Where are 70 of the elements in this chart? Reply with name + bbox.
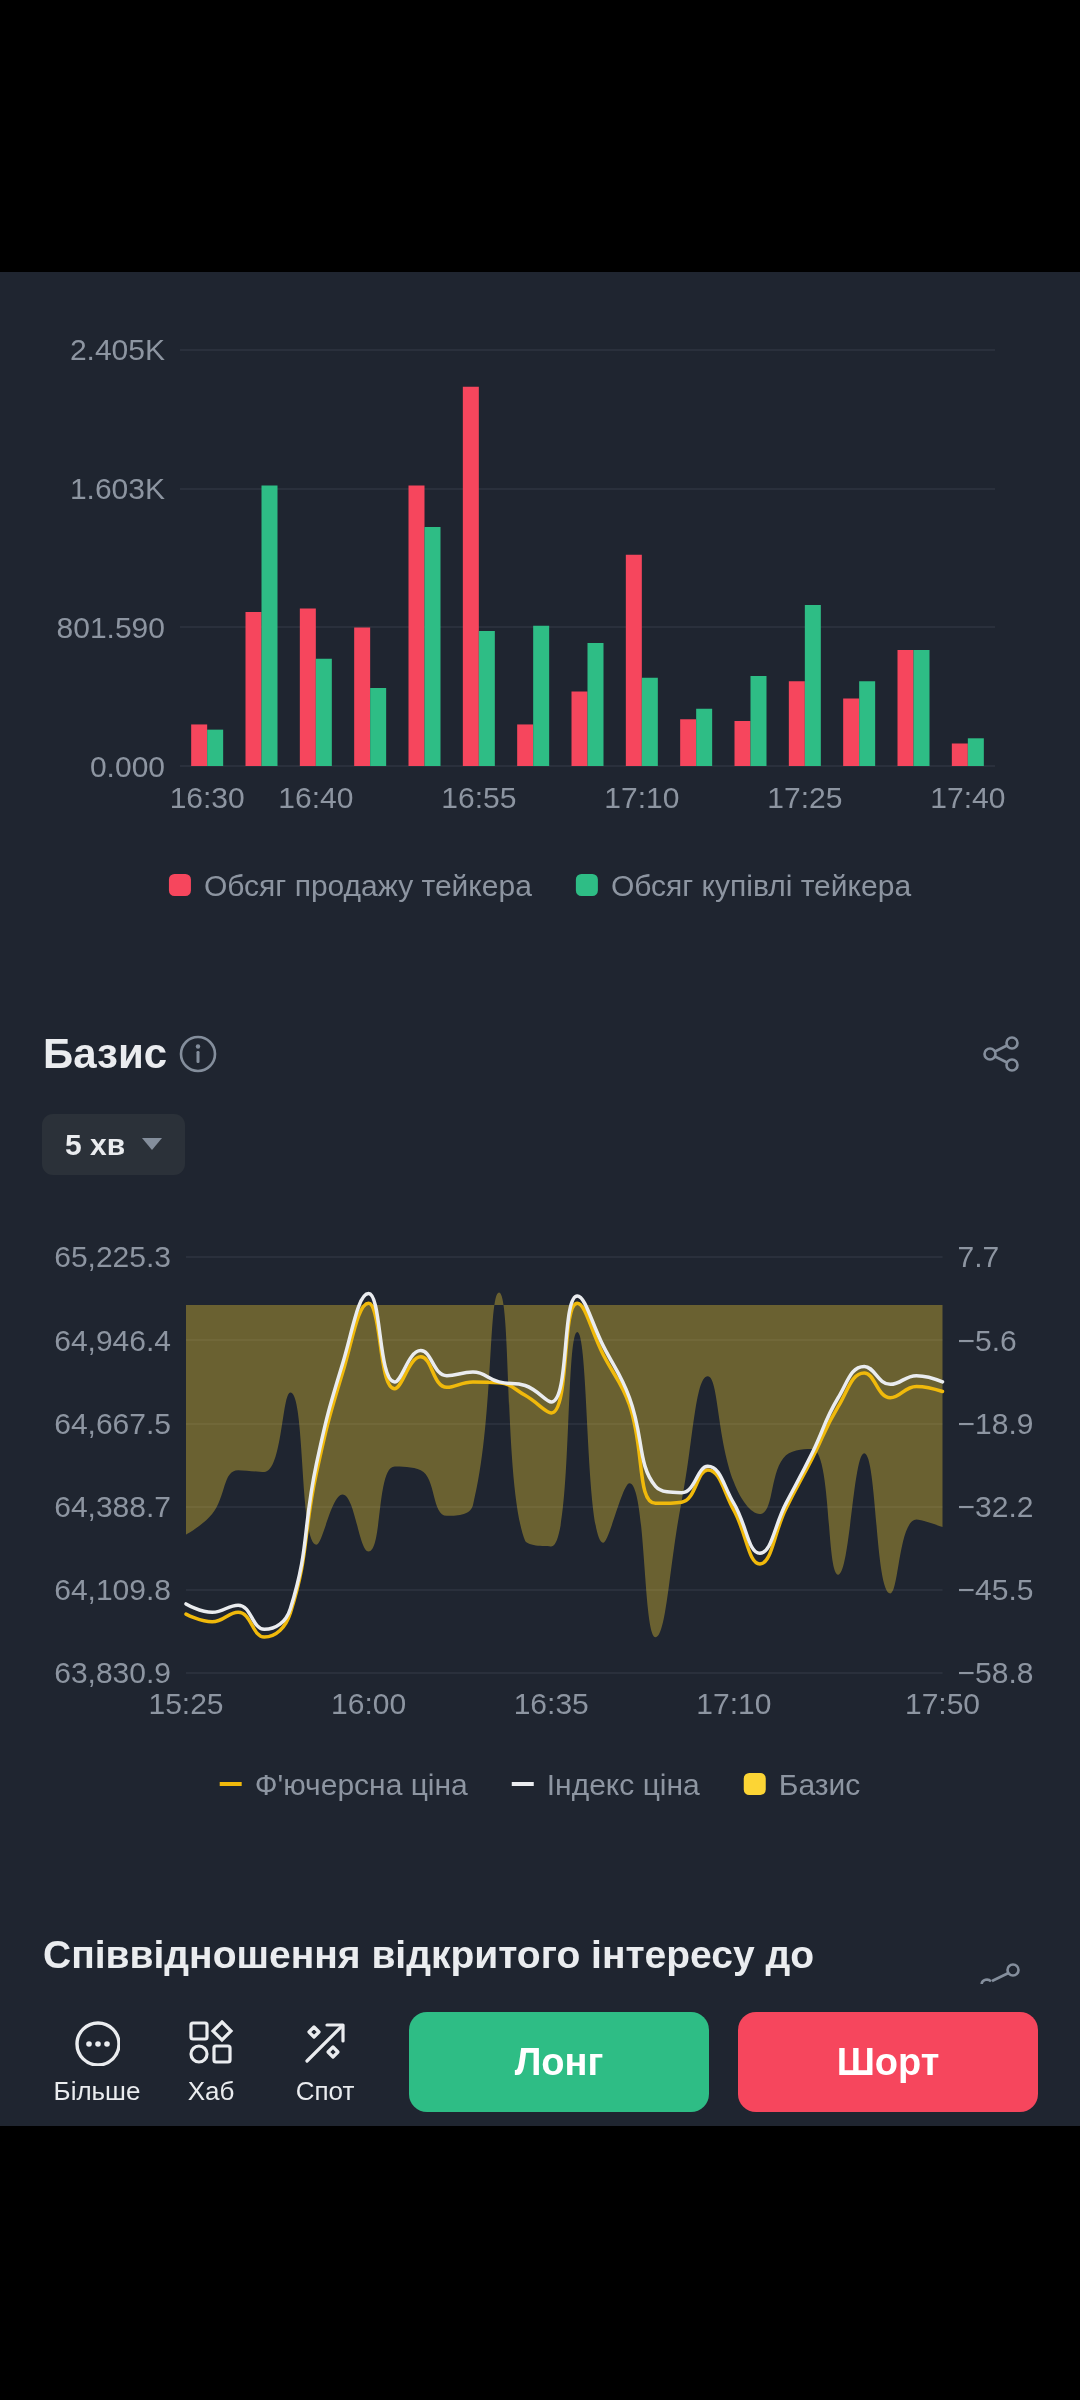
bar — [245, 611, 262, 766]
x-tick-label: 16:35 — [513, 1687, 589, 1721]
y-tick-label: 64,388.7 — [54, 1489, 171, 1523]
x-tick-label: 17:10 — [696, 1687, 772, 1721]
bar — [897, 649, 914, 766]
y-tick-label: 64,667.5 — [54, 1406, 171, 1440]
x-tick-label: 16:00 — [331, 1687, 407, 1721]
bar — [261, 485, 278, 766]
legend-label: Обсяг продажу тейкера — [203, 868, 533, 902]
bar — [533, 625, 550, 766]
legend-label: Індекс ціна — [546, 1767, 701, 1801]
y-tick-label: 63,830.9 — [54, 1656, 171, 1690]
x-tick-label: 15:25 — [148, 1687, 224, 1721]
y-tick-label: 1.603K — [69, 471, 165, 505]
x-tick-label: 17:10 — [604, 780, 680, 814]
legend-label: Ф'ючерсна ціна — [254, 1767, 469, 1801]
bar — [517, 724, 534, 766]
x-tick-label: 17:50 — [904, 1687, 981, 1721]
bar — [315, 658, 332, 766]
bar — [424, 527, 441, 766]
bar — [750, 675, 767, 766]
dropdown: 5 хв — [42, 1114, 185, 1175]
bar — [462, 386, 479, 766]
bar — [843, 698, 860, 766]
bar — [696, 708, 713, 766]
y-tick-label: 65,225.3 — [54, 1240, 171, 1274]
bar — [967, 738, 984, 766]
legend-label: Базис — [778, 1767, 861, 1801]
bar — [354, 627, 371, 766]
y2-tick-label: −5.6 — [957, 1323, 1017, 1357]
y-tick-label: 0.000 — [89, 749, 165, 783]
bar — [788, 681, 805, 766]
chart-title: Базис — [43, 1030, 168, 1078]
bar — [478, 630, 495, 766]
button: Лонг — [409, 2012, 709, 2112]
x-tick-label: 16:30 — [169, 780, 245, 814]
bar — [951, 743, 968, 766]
y2-tick-label: −32.2 — [957, 1489, 1034, 1523]
x-tick-label: 17:40 — [930, 780, 1006, 814]
bar — [370, 688, 387, 766]
text: Хаб — [186, 2076, 236, 2106]
bar — [191, 724, 208, 766]
bar — [408, 485, 425, 766]
text: Спот — [294, 2076, 356, 2106]
y-tick-label: 801.590 — [56, 610, 165, 644]
bar — [641, 677, 658, 766]
button: Шорт — [738, 2012, 1038, 2112]
text: Співвідношення відкритого інтересу до — [43, 1932, 815, 1978]
text: Більше — [52, 2076, 142, 2106]
y2-tick-label: 7.7 — [957, 1240, 1000, 1274]
legend-label: Обсяг купівлі тейкера — [610, 868, 912, 902]
y-tick-label: 64,946.4 — [54, 1323, 171, 1357]
bar — [207, 729, 224, 766]
bar — [859, 681, 876, 766]
x-tick-label: 16:40 — [278, 780, 354, 814]
y-tick-label: 64,109.8 — [54, 1573, 171, 1607]
y2-tick-label: −18.9 — [957, 1406, 1034, 1440]
y-tick-label: 2.405K — [69, 333, 165, 367]
bar — [571, 691, 588, 766]
y2-tick-label: −58.8 — [957, 1656, 1034, 1690]
bar — [913, 649, 930, 766]
bar — [734, 720, 751, 766]
bar — [804, 604, 821, 766]
bar — [625, 554, 642, 766]
bar — [299, 608, 316, 766]
bar — [587, 643, 604, 766]
x-tick-label: 17:25 — [767, 780, 843, 814]
bar — [680, 719, 697, 766]
x-tick-label: 16:55 — [441, 780, 517, 814]
y2-tick-label: −45.5 — [957, 1573, 1034, 1607]
